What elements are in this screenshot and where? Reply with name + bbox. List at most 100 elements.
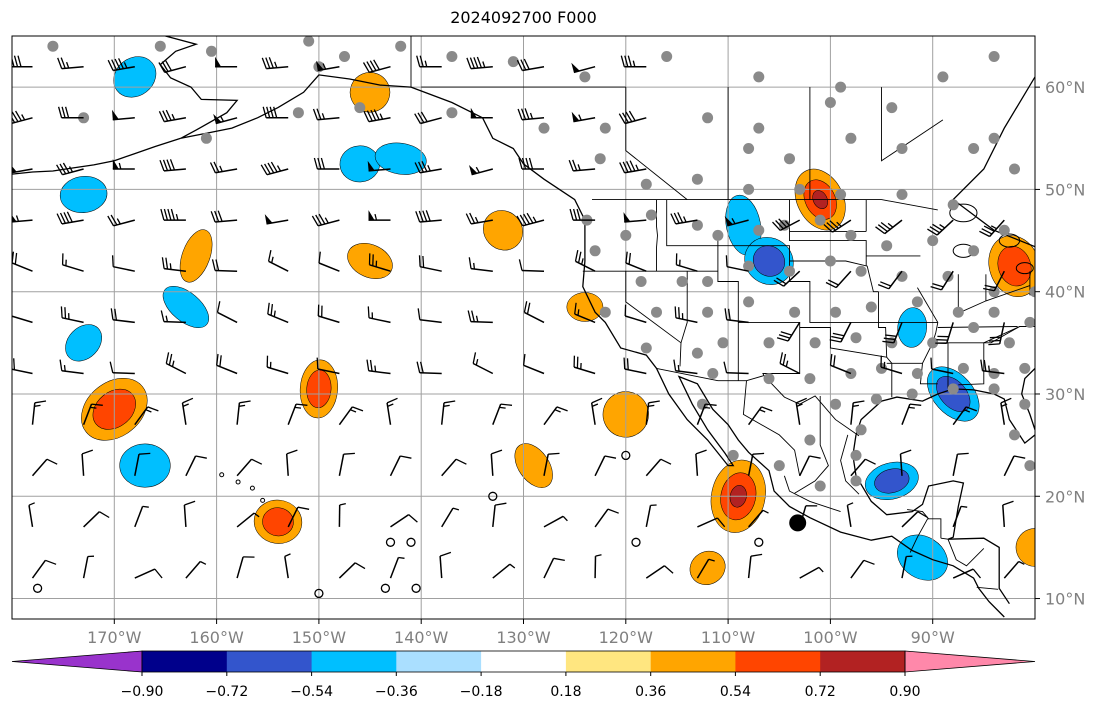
barb-half-feather <box>635 164 639 171</box>
wind-barbs <box>10 55 1026 579</box>
barb-half-feather <box>762 509 769 514</box>
barb-feather <box>476 56 483 68</box>
barb-feather <box>59 359 63 371</box>
station-dot <box>753 71 765 83</box>
barb-feather <box>419 361 424 374</box>
station-dot <box>589 245 601 257</box>
barb-feather <box>983 225 995 232</box>
wind-barb <box>81 449 94 476</box>
station-dot <box>743 143 755 154</box>
barb-feather <box>267 302 270 315</box>
barb-staff <box>675 317 698 324</box>
wind-barb <box>930 357 954 375</box>
barb-feather <box>12 116 16 123</box>
barb-feather <box>56 164 63 176</box>
wind-barb <box>439 551 452 579</box>
wind-barb <box>979 219 1005 238</box>
barb-staff <box>952 568 974 579</box>
barb-feather <box>215 259 220 271</box>
barb-feather <box>10 358 11 369</box>
wind-barb <box>952 568 982 579</box>
gridlines <box>12 36 1035 619</box>
wind-barb <box>799 566 824 579</box>
barb-half-feather <box>988 365 991 372</box>
wind-barb <box>31 400 47 425</box>
wind-barb <box>571 111 596 123</box>
barb-feather <box>761 406 773 412</box>
anomaly-contour <box>179 229 213 283</box>
station-dot <box>850 449 862 461</box>
barb-staff <box>779 362 801 375</box>
colorbar-tick-label: 0.72 <box>805 684 836 700</box>
calm-wind-circle <box>621 450 631 461</box>
longitude-ticks: 170°W 160°W 150°W 140°W 130°W 120°W 110°W 100°W… <box>87 619 955 647</box>
barb-staff <box>850 402 854 425</box>
barb-half-feather <box>554 409 561 413</box>
barb-feather <box>160 310 165 322</box>
anomaly-contour <box>1015 528 1035 567</box>
wind-barb <box>935 322 954 345</box>
barb-staff <box>266 366 289 375</box>
wind-barb <box>368 253 391 272</box>
state-boundary <box>794 396 829 494</box>
barb-staff <box>696 558 710 579</box>
wind-barb <box>111 255 135 272</box>
wind-barb <box>823 219 852 233</box>
coastline <box>852 434 1010 605</box>
barb-staff <box>28 505 34 528</box>
wind-barb <box>523 301 545 324</box>
barb-feather <box>705 403 717 406</box>
barb-feather <box>983 287 995 292</box>
state-boundary <box>881 87 944 162</box>
wind-barb <box>12 110 33 125</box>
barb-feather <box>111 255 114 267</box>
colorbar-tick-label: 0.36 <box>635 684 666 700</box>
wind-barb <box>386 397 398 425</box>
station-dot <box>881 240 893 252</box>
barb-feather <box>312 108 319 120</box>
barb-pennant <box>215 56 222 67</box>
barb-feather <box>989 339 1001 342</box>
wind-barb <box>284 553 291 579</box>
barb-pennant <box>264 214 273 224</box>
barb-feather <box>61 106 66 118</box>
barb-half-feather <box>473 262 476 270</box>
barb-feather <box>161 61 169 72</box>
barb-feather <box>373 59 380 71</box>
wind-barb <box>645 565 674 579</box>
barb-pennant <box>112 109 119 120</box>
wind-barb <box>543 406 568 426</box>
wind-barb <box>264 214 289 225</box>
wind-barb <box>518 259 545 272</box>
lon-tick-label: 120°W <box>599 628 654 647</box>
lon-tick-label: 160°W <box>189 628 244 647</box>
barb-feather <box>519 214 527 226</box>
barb-feather <box>472 352 477 364</box>
barb-staff <box>471 168 493 176</box>
barb-staff <box>573 168 596 172</box>
barb-staff <box>113 265 135 272</box>
lon-tick-label: 140°W <box>394 628 449 647</box>
anomaly-contour <box>897 307 927 348</box>
barb-feather <box>625 111 633 123</box>
state-boundary <box>666 199 718 247</box>
barb-feather <box>491 449 503 455</box>
station-dot <box>303 36 315 47</box>
barb-staff <box>419 168 442 174</box>
wind-barb <box>880 355 903 375</box>
barb-feather <box>414 113 421 124</box>
station-dot <box>998 224 1010 236</box>
barb-feather <box>664 565 674 574</box>
barb-staff <box>573 366 596 375</box>
anomaly-blob <box>1015 528 1035 567</box>
barb-feather <box>211 259 216 271</box>
station-dot <box>339 51 350 62</box>
calm-wind-circle <box>631 537 641 547</box>
barb-staff <box>216 364 238 375</box>
barb-feather <box>517 108 523 120</box>
barb-feather <box>373 109 380 121</box>
barb-pennant <box>213 113 222 124</box>
barb-pennant <box>469 165 478 175</box>
wind-barb <box>779 352 801 375</box>
barb-feather <box>416 55 421 67</box>
